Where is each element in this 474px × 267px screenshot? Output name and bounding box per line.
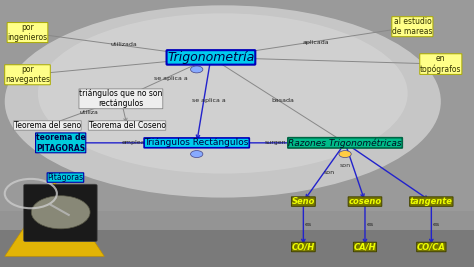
Text: es: es — [432, 222, 440, 227]
Text: Pitágoras: Pitágoras — [47, 173, 83, 182]
Text: se aplica a: se aplica a — [191, 98, 226, 103]
Text: se aplica a: se aplica a — [154, 76, 188, 81]
Text: Triángulos Rectángulos: Triángulos Rectángulos — [145, 138, 249, 147]
Text: tangente: tangente — [410, 197, 453, 206]
Text: teorema de
PITAGORAS: teorema de PITAGORAS — [36, 133, 85, 152]
FancyBboxPatch shape — [0, 230, 474, 267]
Circle shape — [339, 151, 351, 158]
Text: basada: basada — [271, 98, 294, 103]
Text: por
ingenieros: por ingenieros — [8, 23, 47, 42]
Text: utilizada: utilizada — [110, 42, 137, 48]
Text: CO/H: CO/H — [292, 242, 315, 252]
Text: es: es — [366, 222, 374, 227]
Text: surgen: surgen — [265, 140, 286, 145]
Text: Teorema del Coseno: Teorema del Coseno — [89, 121, 165, 130]
Text: emplea: emplea — [122, 140, 145, 145]
Ellipse shape — [38, 13, 408, 174]
Text: es: es — [304, 222, 312, 227]
Text: al estudio
de mareas: al estudio de mareas — [392, 17, 433, 36]
Ellipse shape — [5, 5, 441, 198]
Text: Seno: Seno — [292, 197, 315, 206]
Text: por
navegantes: por navegantes — [5, 65, 50, 84]
Text: CA/H: CA/H — [354, 242, 376, 252]
Text: CO/CA: CO/CA — [417, 242, 446, 252]
Text: aplicada: aplicada — [303, 40, 330, 45]
Text: Teorema del seno: Teorema del seno — [14, 121, 81, 130]
Polygon shape — [5, 182, 104, 256]
Text: Razones Trigonométricas: Razones Trigonométricas — [288, 138, 402, 148]
Text: triángulos que no son
rectángulos: triángulos que no son rectángulos — [79, 89, 163, 108]
Circle shape — [191, 151, 203, 158]
Text: Trigonometría: Trigonometría — [167, 51, 255, 64]
Text: son: son — [323, 170, 335, 175]
Text: utiliza: utiliza — [80, 110, 98, 115]
Circle shape — [31, 196, 90, 229]
Text: coseno: coseno — [348, 197, 382, 206]
FancyBboxPatch shape — [24, 184, 97, 242]
Text: son: son — [339, 163, 351, 168]
FancyBboxPatch shape — [0, 211, 474, 230]
Circle shape — [191, 66, 203, 73]
Text: en
topógrafos: en topógrafos — [420, 54, 462, 74]
